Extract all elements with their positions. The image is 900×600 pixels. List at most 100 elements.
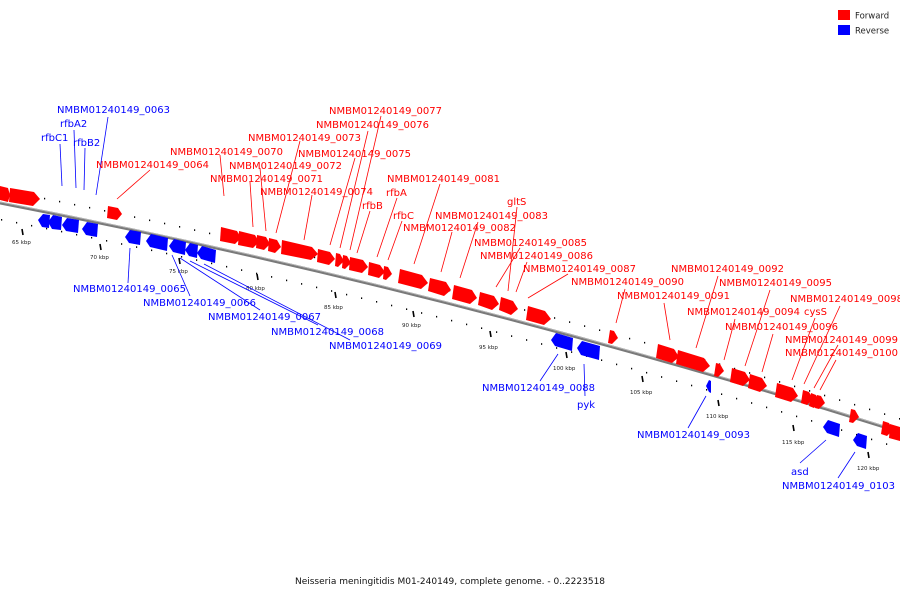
forward-gene[interactable] [349,257,368,273]
forward-gene[interactable] [748,374,767,392]
gene-label[interactable]: NMBM01240149_0064 [96,160,209,171]
forward-gene[interactable] [268,238,281,253]
gene-label[interactable]: NMBM01240149_0094 [687,307,800,318]
reverse-gene[interactable] [48,215,62,230]
gene-label[interactable]: NMBM01240149_0088 [482,383,595,394]
gene-label[interactable]: NMBM01240149_0071 [210,174,323,185]
reverse-gene[interactable] [577,341,600,360]
forward-gene[interactable] [499,297,518,315]
leader-line [303,194,313,241]
gene-label[interactable]: NMBM01240149_0074 [260,187,373,198]
forward-gene[interactable] [676,350,710,372]
position-dot [524,309,526,311]
gene-label[interactable]: NMBM01240149_0069 [329,341,442,352]
forward-gene[interactable] [428,278,451,296]
scale-tick [256,273,259,281]
gene-label[interactable]: NMBM01240149_0096 [725,322,838,333]
gene-label[interactable]: rfbB [362,201,383,212]
gene-label[interactable]: NMBM01240149_0090 [571,277,684,288]
leader-line [179,257,261,311]
forward-gene[interactable] [656,344,679,363]
gene-label[interactable]: NMBM01240149_0072 [229,161,342,172]
forward-gene-labels: NMBM01240149_0064 NMBM01240149_0070 NMBM… [96,106,900,359]
reverse-gene[interactable] [185,243,198,258]
forward-gene[interactable] [9,188,40,206]
gene-label[interactable]: NMBM01240149_0085 [474,238,587,249]
gene-label[interactable]: NMBM01240149_0098 [790,294,900,305]
gene-label[interactable]: NMBM01240149_0092 [671,264,784,275]
forward-gene[interactable] [478,292,499,310]
forward-gene[interactable] [714,363,724,377]
gene-label[interactable]: NMBM01240149_0065 [73,284,186,295]
forward-gene[interactable] [608,330,618,344]
gene-label[interactable]: NMBM01240149_0077 [329,106,442,117]
gene-label[interactable]: pyk [577,400,595,411]
position-dot [44,197,46,200]
gene-label[interactable]: cysS [804,307,827,318]
forward-gene[interactable] [256,235,270,250]
forward-gene[interactable] [889,424,900,441]
forward-gene[interactable] [730,368,750,386]
forward-gene[interactable] [775,383,798,402]
gene-label[interactable]: NMBM01240149_0063 [57,105,170,116]
reverse-gene[interactable] [125,230,141,245]
forward-gene[interactable] [317,249,335,265]
forward-gene[interactable] [815,395,825,409]
forward-gene[interactable] [368,262,385,278]
forward-gene[interactable] [342,255,351,269]
leader-line [687,395,707,429]
gene-label[interactable]: rfbA2 [60,119,87,130]
gene-label[interactable]: NMBM01240149_0073 [248,133,361,144]
reverse-gene[interactable] [82,222,98,237]
reverse-gene[interactable] [146,234,168,251]
reverse-gene[interactable] [823,420,840,437]
gene-label[interactable]: NMBM01240149_0067 [208,312,321,323]
position-dot [839,399,841,401]
forward-gene[interactable] [107,206,122,220]
gene-label[interactable]: NMBM01240149_0083 [435,211,548,222]
forward-gene[interactable] [0,186,10,202]
reverse-gene[interactable] [38,214,50,228]
reverse-gene[interactable] [853,433,867,449]
reverse-gene[interactable] [169,239,186,255]
gene-label[interactable]: NMBM01240149_0082 [403,223,516,234]
gene-label[interactable]: NMBM01240149_0087 [523,264,636,275]
gene-label[interactable]: NMBM01240149_0081 [387,174,500,185]
gene-label[interactable]: NMBM01240149_0100 [785,348,898,359]
gene-label[interactable]: rfbB2 [73,138,100,149]
forward-gene[interactable] [238,231,259,248]
leader-line [761,333,774,373]
scale-label: 70 kbp [90,255,109,261]
gene-label[interactable]: NMBM01240149_0066 [143,298,256,309]
forward-gene[interactable] [383,266,392,280]
gene-label[interactable]: NMBM01240149_0068 [271,327,384,338]
reverse-gene[interactable] [197,246,216,263]
gene-label[interactable]: NMBM01240149_0103 [782,481,895,492]
gene-label[interactable]: NMBM01240149_0091 [617,291,730,302]
gene-label[interactable]: rfbC1 [41,133,68,144]
gene-label[interactable]: NMBM01240149_0093 [637,430,750,441]
forward-gene[interactable] [220,227,241,244]
forward-gene[interactable] [849,409,859,423]
gene-label[interactable]: NMBM01240149_0095 [719,278,832,289]
gene-label[interactable]: NMBM01240149_0070 [170,147,283,158]
position-dot [241,269,243,271]
forward-gene[interactable] [335,253,344,267]
forward-gene[interactable] [452,285,477,304]
gene-label[interactable]: NMBM01240149_0076 [316,120,429,131]
gene-label[interactable]: asd [791,467,809,478]
forward-gene[interactable] [526,306,551,325]
forward-gene[interactable] [281,240,318,260]
gene-label[interactable]: rfbA [386,188,407,199]
reverse-gene[interactable] [62,218,79,233]
reverse-gene[interactable] [551,333,573,351]
forward-gene[interactable] [398,269,428,289]
gene-label[interactable]: rfbC [393,211,414,222]
gene-label[interactable]: NMBM01240149_0099 [785,335,898,346]
gene-label[interactable]: NMBM01240149_0075 [298,149,411,160]
gene-label[interactable]: NMBM01240149_0086 [480,251,593,262]
position-dot [631,367,633,370]
reverse-gene[interactable] [706,380,711,393]
gene-label[interactable]: gltS [507,197,526,208]
